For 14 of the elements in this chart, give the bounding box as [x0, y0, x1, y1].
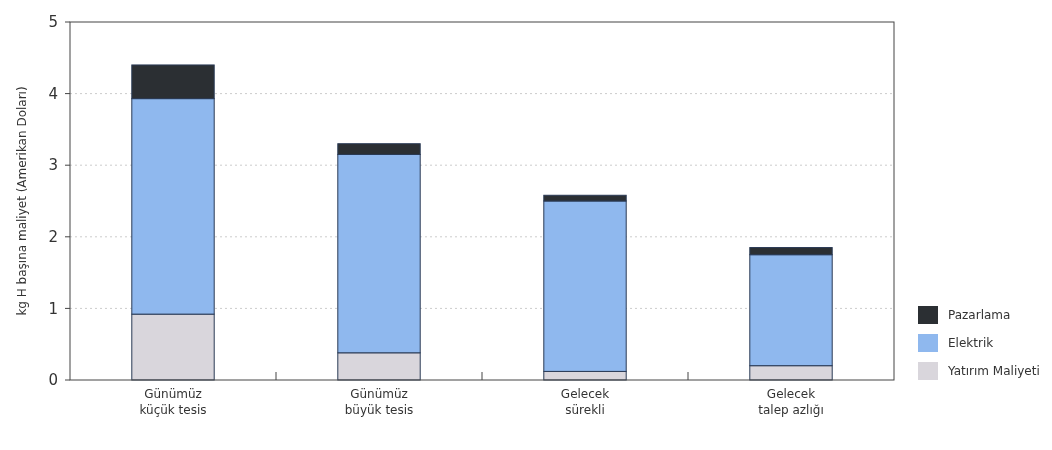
y-tick-label: 5 — [48, 13, 58, 32]
x-tick-label: Gelecek sürekli — [560, 387, 610, 417]
x-tick-label: Günümüz küçük tesis — [139, 387, 207, 417]
legend-label: Yatırım Maliyeti — [947, 364, 1040, 379]
y-tick-label: 2 — [48, 228, 58, 247]
legend-label: Elektrik — [948, 336, 994, 351]
y-tick-label: 0 — [48, 371, 58, 390]
y-axis-title: kg H başına maliyet (Amerikan Doları) — [15, 86, 29, 316]
x-tick-label: Günümüz büyük tesis — [344, 387, 414, 417]
y-tick-label: 3 — [48, 156, 58, 175]
x-tick-label: Gelecek talep azlığı — [758, 387, 824, 417]
legend-label: Pazarlama — [948, 308, 1011, 323]
y-tick-label: 4 — [48, 84, 58, 103]
y-tick-label: 1 — [48, 299, 58, 318]
